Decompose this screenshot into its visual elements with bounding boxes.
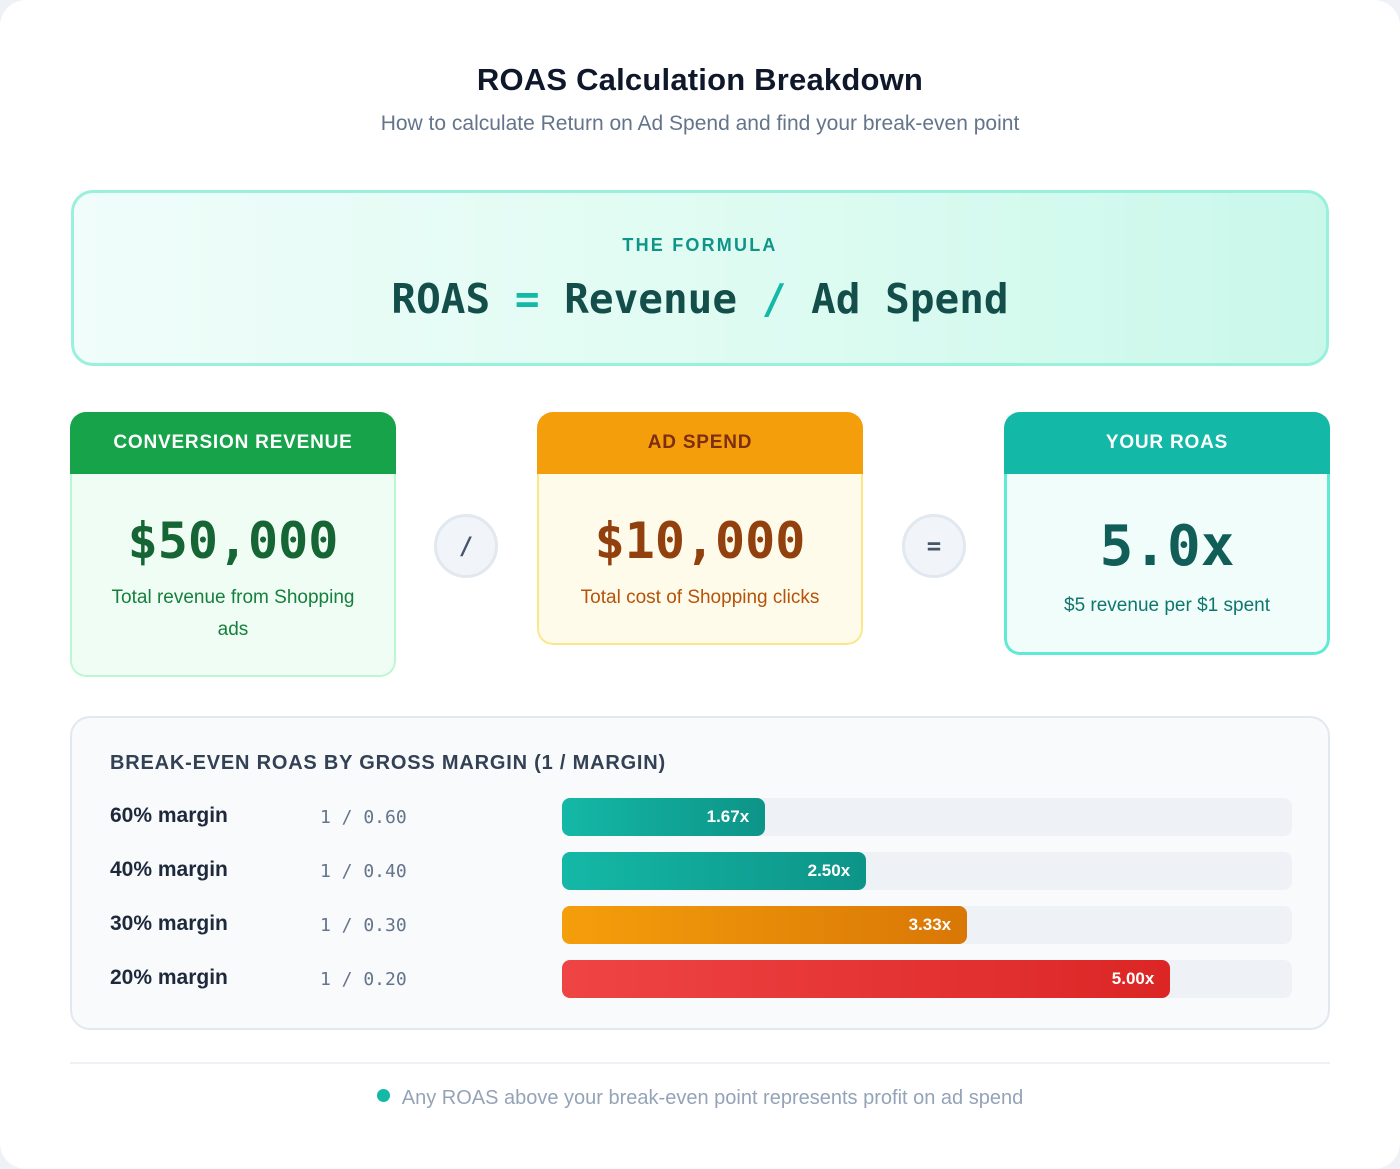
- formula-term-ad-spend: Ad Spend: [811, 275, 1009, 323]
- ad-spend-description: Total cost of Shopping clicks: [580, 587, 820, 608]
- breakeven-row: 60% margin 1 / 0.60 1.67x: [72, 798, 1328, 836]
- conversion-revenue-card: CONVERSION REVENUE $50,000 Total revenue…: [70, 412, 396, 677]
- breakeven-title: BREAK-EVEN ROAS BY GROSS MARGIN (1 / MAR…: [110, 752, 666, 774]
- conversion-revenue-value: $50,000: [127, 512, 339, 570]
- breakeven-row: 20% margin 1 / 0.20 5.00x: [72, 960, 1328, 998]
- breakeven-bar: 3.33x: [562, 906, 968, 944]
- footer-note-text: Any ROAS above your break-even point rep…: [401, 1087, 1024, 1109]
- breakeven-bar-track: 1.67x: [562, 798, 1292, 836]
- breakeven-bar: 5.00x: [562, 960, 1171, 998]
- breakeven-bar-track: 2.50x: [562, 852, 1292, 890]
- formula-term-revenue: Revenue: [564, 275, 738, 323]
- breakeven-row-formula: 1 / 0.40: [320, 861, 407, 882]
- breakeven-bar-value: 1.67x: [706, 807, 750, 826]
- page-subtitle: How to calculate Return on Ad Spend and …: [380, 112, 1020, 135]
- breakeven-row-label: 60% margin: [110, 804, 228, 827]
- conversion-revenue-header: CONVERSION REVENUE: [70, 412, 396, 474]
- formula-lhs: ROAS: [391, 275, 491, 323]
- your-roas-value: 5.0x: [1099, 514, 1235, 579]
- conversion-revenue-body: $50,000 Total revenue from Shopping ads: [70, 474, 396, 677]
- breakeven-bar-track: 5.00x: [562, 960, 1292, 998]
- breakeven-bar: 2.50x: [562, 852, 867, 890]
- equals-operator: =: [902, 514, 966, 578]
- breakeven-bar-value: 3.33x: [908, 915, 952, 934]
- breakeven-bar-value: 2.50x: [807, 861, 851, 880]
- divide-operator: /: [434, 514, 498, 578]
- your-roas-body: 5.0x $5 revenue per $1 spent: [1004, 474, 1330, 655]
- footer-divider: [70, 1062, 1330, 1064]
- ad-spend-card: AD SPEND $10,000 Total cost of Shopping …: [537, 412, 863, 645]
- ad-spend-header: AD SPEND: [537, 412, 863, 474]
- breakeven-row-formula: 1 / 0.60: [320, 807, 407, 828]
- formula-expression: ROAS = Revenue / Ad Spend: [74, 275, 1326, 323]
- breakeven-row-formula: 1 / 0.30: [320, 915, 407, 936]
- your-roas-description: $5 revenue per $1 spent: [1064, 595, 1270, 616]
- breakeven-row: 30% margin 1 / 0.30 3.33x: [72, 906, 1328, 944]
- your-roas-header: YOUR ROAS: [1004, 412, 1330, 474]
- formula-label: THE FORMULA: [622, 235, 778, 255]
- breakeven-bar-track: 3.33x: [562, 906, 1292, 944]
- page-title: ROAS Calculation Breakdown: [476, 62, 924, 97]
- ad-spend-body: $10,000 Total cost of Shopping clicks: [537, 474, 863, 645]
- your-roas-card: YOUR ROAS 5.0x $5 revenue per $1 spent: [1004, 412, 1330, 655]
- breakeven-row-label: 40% margin: [110, 858, 228, 881]
- formula-panel: THE FORMULA ROAS = Revenue / Ad Spend: [71, 190, 1329, 366]
- ad-spend-value: $10,000: [594, 512, 806, 570]
- breakeven-bar-value: 5.00x: [1111, 969, 1155, 988]
- dot-icon: [376, 1089, 390, 1102]
- breakeven-row: 40% margin 1 / 0.40 2.50x: [72, 852, 1328, 890]
- breakeven-panel: BREAK-EVEN ROAS BY GROSS MARGIN (1 / MAR…: [70, 716, 1330, 1030]
- conversion-revenue-description: Total revenue from Shopping ads: [111, 587, 355, 640]
- breakeven-bar: 1.67x: [562, 798, 766, 836]
- formula-divide: /: [761, 275, 787, 323]
- breakeven-row-label: 20% margin: [110, 966, 228, 989]
- breakeven-row-formula: 1 / 0.20: [320, 969, 407, 990]
- footer-note: Any ROAS above your break-even point rep…: [0, 1087, 1400, 1110]
- formula-equals: =: [514, 275, 540, 323]
- breakeven-row-label: 30% margin: [110, 912, 228, 935]
